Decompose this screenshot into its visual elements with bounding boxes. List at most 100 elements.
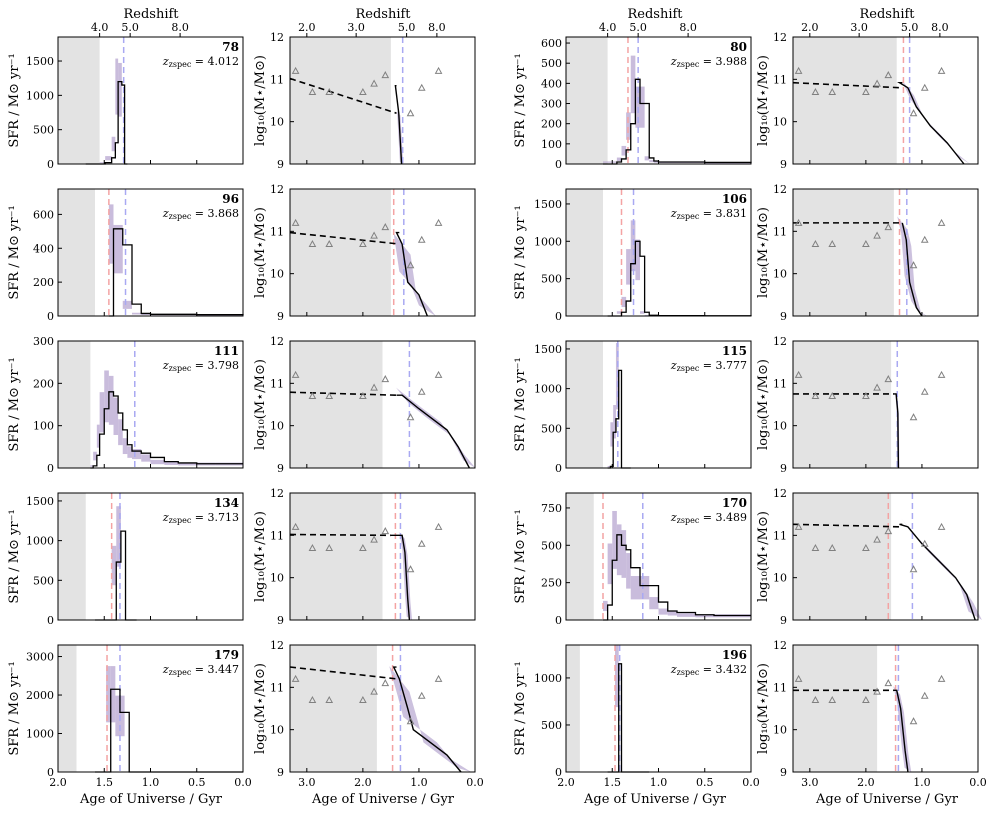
sfr-redshift-tick-label: 4.0 xyxy=(91,21,109,34)
literature-triangle xyxy=(909,413,918,421)
mass-xtick-label: 3.0 xyxy=(298,776,316,789)
mass-ytick-label: 9 xyxy=(780,310,787,323)
sfr-ytick-label: 1500 xyxy=(26,55,54,68)
mass-ylabel-111: log₁₀(M⋆/M⊙) xyxy=(253,359,268,450)
sfr-ylabel-134: SFR / M⊙ yr⁻¹ xyxy=(7,509,22,603)
sfr-posterior-bin xyxy=(99,162,106,164)
literature-triangle xyxy=(828,87,837,96)
sfr-ytick-label: 1500 xyxy=(26,495,54,508)
sfr-ytick-label: 1500 xyxy=(534,343,562,356)
sfr-ylabel-106: SFR / M⊙ yr⁻¹ xyxy=(513,205,528,299)
mass-ytick-label: 11 xyxy=(270,73,284,86)
mass-panel-115: 9 10 11 12 xyxy=(773,335,979,475)
mass-ytick-label: 12 xyxy=(773,31,787,44)
zspec-label: zzspec = 3.798 xyxy=(162,359,239,373)
sfr-posterior-bin xyxy=(630,576,640,600)
sfr-posterior-bin xyxy=(115,58,119,115)
sfr-xtick-label: 1.0 xyxy=(142,776,160,789)
mass-dashed-line xyxy=(289,666,397,680)
sfr-ylabel-80: SFR / M⊙ yr⁻¹ xyxy=(513,53,528,147)
mass-ytick-label: 12 xyxy=(773,183,787,196)
literature-triangle xyxy=(862,239,870,248)
literature-triangle xyxy=(406,261,415,269)
mass-ylabel-106: log₁₀(M⋆/M⊙) xyxy=(756,207,771,298)
sfr-posterior-bin xyxy=(649,160,654,163)
sfr-posterior-bin xyxy=(115,695,120,737)
sfr-ytick-label: 100 xyxy=(541,138,562,151)
literature-triangle xyxy=(884,679,893,687)
sfr-posterior-bin xyxy=(127,446,132,458)
sfr-ylabel-96: SFR / M⊙ yr⁻¹ xyxy=(7,205,22,299)
sfr-posterior-bin xyxy=(640,86,645,128)
sfr-posterior-bin xyxy=(178,462,197,466)
literature-triangle xyxy=(937,218,946,226)
mass-grey-region xyxy=(793,341,892,468)
mass-posterior-band xyxy=(393,233,436,316)
sfr-posterior-bin xyxy=(607,465,611,468)
mass-redshift-tick-label: 3.0 xyxy=(347,21,365,34)
galaxy-id: 80 xyxy=(730,40,747,54)
literature-triangle xyxy=(884,527,893,535)
zspec-label: zzspec = 4.012 xyxy=(162,55,239,69)
mass-posterior-band xyxy=(901,80,971,164)
mass-grey-region xyxy=(793,189,894,316)
literature-triangle xyxy=(884,375,893,383)
literature-triangle xyxy=(873,687,881,695)
literature-triangle xyxy=(359,543,367,552)
mass-ytick-label: 11 xyxy=(773,681,787,694)
mass-ytick-label: 10 xyxy=(773,572,787,585)
sfr-ytick-label: 2000 xyxy=(26,689,54,702)
sfr-posterior-bin xyxy=(640,576,650,600)
literature-triangle xyxy=(909,261,918,269)
sfr-posterior-bin xyxy=(640,311,645,314)
mass-panel-78: 9 10 11 12 2.0 3.0 5.0 8.0 xyxy=(270,21,476,171)
mass-solid-curve xyxy=(893,689,909,773)
literature-triangle xyxy=(325,87,334,96)
literature-triangle xyxy=(434,674,443,682)
literature-triangle xyxy=(873,231,881,239)
literature-triangle xyxy=(359,239,367,248)
literature-triangle xyxy=(325,695,334,704)
sfr-ytick-label: 0 xyxy=(555,766,562,779)
sfr-ytick-label: 200 xyxy=(541,118,562,131)
sfr-ytick-label: 500 xyxy=(33,574,54,587)
sfr-ytick-label: 0 xyxy=(47,158,54,171)
sfr-grey-region xyxy=(566,645,580,772)
sfr-xtick-label: 0.0 xyxy=(742,776,760,789)
literature-triangle xyxy=(794,522,803,530)
mass-grey-region xyxy=(290,341,383,468)
sfr-xtick-label: 0.5 xyxy=(188,776,206,789)
sfr-posterior-bin xyxy=(111,545,117,586)
mass-dashed-line xyxy=(792,523,903,528)
zspec-label: zzspec = 3.988 xyxy=(670,55,747,69)
literature-triangle xyxy=(381,679,390,687)
sfr-posterior-bin xyxy=(615,645,619,708)
mass-ytick-label: 9 xyxy=(780,766,787,779)
bottom-xlabel-1: Age of Universe / Gyr xyxy=(79,792,223,807)
sfr-ytick-label: 250 xyxy=(541,577,562,590)
sfr-step-line xyxy=(607,663,650,773)
top-redshift-label-3: Redshift xyxy=(627,7,683,22)
literature-triangle xyxy=(359,695,367,704)
sfr-posterior-bin xyxy=(644,156,650,161)
mass-ylabel-179: log₁₀(M⋆/M⊙) xyxy=(253,663,268,754)
literature-triangle xyxy=(291,370,300,378)
mass-dashed-line xyxy=(792,81,903,89)
mass-ytick-label: 12 xyxy=(270,183,284,196)
literature-triangle xyxy=(370,687,378,695)
literature-triangle xyxy=(794,674,803,682)
sfr-ylabel-78: SFR / M⊙ yr⁻¹ xyxy=(7,53,22,147)
sfr-posterior-bin xyxy=(626,553,631,589)
mass-solid-curve xyxy=(394,84,403,165)
sfr-posterior-bin xyxy=(108,204,114,264)
mass-solid-curve xyxy=(899,523,976,621)
mass-dashed-line xyxy=(289,77,397,114)
mass-posterior-band xyxy=(396,387,476,468)
sfr-posterior-bin xyxy=(621,296,627,308)
sfr-posterior-bin xyxy=(695,614,714,618)
literature-triangle xyxy=(794,66,803,74)
mass-grey-region xyxy=(793,37,897,164)
